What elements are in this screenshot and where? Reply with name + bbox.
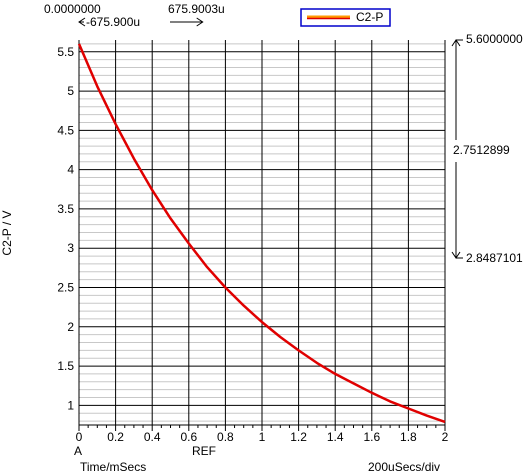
tick-marks (78, 425, 446, 431)
y-tick-label: 1.5 (57, 359, 74, 373)
x-tick-label: 0.4 (144, 430, 161, 444)
y-tick-label: 5 (67, 84, 74, 98)
right-value-bot: 2.8487101 (466, 251, 523, 265)
x-tick-label: 1.2 (290, 430, 307, 444)
legend-label: C2-P (356, 10, 383, 24)
x-tick-label: 1 (259, 430, 266, 444)
y-tick-label: 5.5 (57, 45, 74, 59)
cursor-b-value: 675.9003u (168, 2, 225, 16)
y-tick-labels: 1 1.5 2 2.5 3 3.5 4 4.5 5 5.5 (57, 45, 74, 413)
y-tick-label: 4.5 (57, 123, 74, 137)
cursor-a-value: 0.0000000 (44, 2, 101, 16)
x-tick-label: 0 (76, 430, 83, 444)
y-tick-label: 1 (67, 398, 74, 412)
right-value-top: 5.6000000 (466, 32, 523, 46)
vertical-arrow-icon (451, 39, 463, 259)
y-axis-label: C2-P / V (0, 210, 14, 255)
legend[interactable]: C2-P (300, 8, 391, 27)
delta-arrow-head-right (196, 17, 204, 27)
x-tick-label: 1.6 (363, 430, 380, 444)
time-units-label: Time/mSecs (80, 460, 146, 474)
y-tick-label: 3.5 (57, 202, 74, 216)
per-div-label: 200uSecs/div (368, 460, 440, 474)
y-tick-label: 2 (67, 320, 74, 334)
x-tick-label: 1.8 (400, 430, 417, 444)
x-tick-label: 0.6 (180, 430, 197, 444)
cursor-delta-label: -675.900u (86, 15, 140, 29)
grid (78, 40, 446, 426)
right-cursor-panel: 5.6000000 2.7512899 2.8487101 (451, 32, 523, 265)
x-tick-label: 1.4 (327, 430, 344, 444)
marker-ref-label: REF (192, 444, 216, 458)
y-tick-label: 4 (67, 163, 74, 177)
series-line-c2-p (77, 43, 446, 424)
right-value-mid: 2.7512899 (453, 143, 510, 157)
delta-arrow-head-left (78, 17, 86, 27)
x-tick-label: 2 (442, 430, 449, 444)
marker-a-label: A (74, 444, 82, 458)
x-tick-labels: 0 0.2 0.4 0.6 0.8 1 1.2 1.4 1.6 1.8 2 (76, 430, 449, 444)
y-tick-label: 2.5 (57, 281, 74, 295)
y-tick-label: 3 (67, 241, 74, 255)
series-group (77, 43, 446, 424)
x-tick-label: 0.2 (107, 430, 124, 444)
x-tick-label: 0.8 (217, 430, 234, 444)
cursor-readout: 0.0000000 675.9003u -675.900u (44, 2, 225, 29)
delta-arrow-icon (78, 17, 204, 27)
